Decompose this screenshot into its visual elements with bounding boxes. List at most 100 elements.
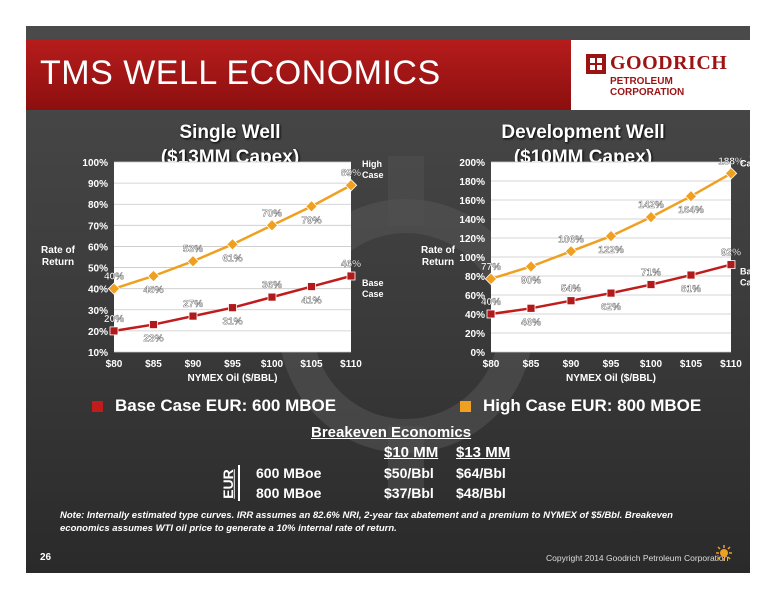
data-point-base-case (267, 292, 277, 302)
slide: TMS WELL ECONOMICS GOODRICH PETROLEUM CO… (26, 26, 750, 573)
legend-high-label: High Case EUR: 800 MBOE (483, 396, 702, 415)
data-label: 20% (104, 314, 124, 325)
chart2-svg: 0%20%40%60%80%100%120%140%160%180%200%$8… (421, 156, 750, 384)
y-tick-label: 80% (465, 272, 485, 283)
breakeven-row2-c2: $48/Bbl (456, 485, 506, 501)
y-tick-label: 60% (465, 291, 485, 302)
x-axis-label: NYMEX Oil ($/BBL) (187, 373, 277, 384)
data-label: 122% (598, 245, 624, 256)
data-point-base-case (606, 288, 616, 298)
breakeven-row1-c1: $50/Bbl (384, 465, 434, 481)
series-name-line1: High (740, 156, 750, 157)
data-label: 89% (341, 168, 361, 179)
eur-divider (238, 465, 240, 501)
data-label: 188% (718, 156, 744, 167)
data-point-high-case (644, 210, 658, 224)
data-label: 70% (262, 208, 282, 219)
breakeven-col1-header: $10 MM (384, 444, 439, 461)
page-title: TMS WELL ECONOMICS (40, 54, 441, 92)
data-label: 164% (678, 205, 704, 216)
data-point-base-case (726, 260, 736, 269)
data-label: 46% (521, 317, 541, 328)
breakeven-row1-label: 600 MBoe (256, 465, 322, 481)
breakeven-col2-header: $13 MM (456, 444, 511, 461)
data-label: 54% (561, 284, 581, 295)
legend-base-label: Base Case EUR: 600 MBOE (115, 396, 337, 415)
data-point-high-case (107, 282, 121, 295)
eur-label: EUR (219, 469, 236, 499)
data-point-base-case (149, 320, 158, 329)
data-label: 61% (222, 253, 242, 264)
y-tick-label: 180% (459, 177, 485, 188)
x-tick-label: $100 (261, 359, 284, 370)
x-tick-label: $85 (523, 359, 540, 370)
chart1-title-line1: Single Well (179, 122, 281, 143)
data-label: 90% (521, 276, 541, 287)
breakeven-row2-label: 800 MBoe (256, 485, 322, 501)
y-tick-label: 90% (88, 179, 108, 190)
sun-logo-icon (716, 545, 732, 561)
data-point-base-case (686, 270, 696, 280)
y-tick-label: 40% (88, 285, 108, 296)
y-tick-label: 10% (88, 348, 108, 359)
data-point-base-case (228, 303, 237, 313)
data-point-base-case (109, 326, 119, 336)
y-tick-label: 30% (88, 306, 108, 317)
data-label: 46% (341, 259, 361, 270)
data-label: 71% (641, 268, 661, 279)
title-bar: TMS WELL ECONOMICS (26, 40, 571, 110)
data-label: 92% (721, 248, 741, 259)
data-point-base-case (188, 311, 198, 321)
series-name-line1: Base (362, 278, 384, 288)
x-axis-label: NYMEX Oil ($/BBL) (566, 373, 656, 384)
data-point-high-case (186, 254, 200, 268)
data-label: 40% (104, 272, 124, 283)
x-tick-label: $85 (145, 359, 162, 370)
x-tick-label: $90 (563, 359, 580, 370)
y-tick-label: 120% (459, 234, 485, 245)
data-label: 62% (601, 302, 621, 313)
logo-subtext: PETROLEUM CORPORATION (610, 76, 685, 98)
data-label: 31% (222, 317, 242, 328)
x-tick-label: $105 (300, 359, 323, 370)
data-point-base-case (307, 282, 316, 291)
x-tick-label: $80 (106, 359, 123, 370)
breakeven-row2-c1: $37/Bbl (384, 485, 434, 501)
high-swatch-icon (460, 401, 471, 413)
y-tick-label: 60% (88, 242, 108, 253)
data-label: 27% (183, 299, 203, 310)
data-label: 53% (183, 244, 203, 255)
data-point-high-case (724, 167, 738, 180)
y-tick-label: 0% (471, 348, 486, 359)
base-swatch-icon (92, 401, 103, 413)
logo-text: GOODRICH (610, 52, 728, 74)
data-point-high-case (564, 245, 578, 258)
data-point-high-case (684, 189, 698, 203)
company-logo: GOODRICH PETROLEUM CORPORATION (586, 52, 746, 98)
data-label: 46% (143, 285, 163, 296)
x-tick-label: $105 (680, 359, 703, 370)
series-name-line2: Case (362, 289, 384, 299)
page-number: 26 (40, 552, 52, 563)
y-axis-label-line1: Rate of (421, 245, 456, 256)
data-point-base-case (526, 303, 536, 313)
x-tick-label: $100 (640, 359, 663, 370)
legend-base: Base Case EUR: 600 MBOE (92, 396, 336, 416)
x-tick-label: $90 (185, 359, 202, 370)
series-name-line2: Case (740, 278, 750, 288)
breakeven-title: Breakeven Economics (311, 424, 472, 441)
y-tick-label: 20% (88, 327, 108, 338)
y-tick-label: 50% (88, 264, 108, 275)
data-point-high-case (305, 200, 318, 213)
data-label: 79% (301, 215, 321, 226)
x-tick-label: $110 (720, 359, 742, 370)
chart2-title-line1: Development Well (501, 122, 665, 143)
data-point-base-case (346, 271, 356, 281)
series-name-line1: Base (740, 267, 750, 277)
y-tick-label: 100% (82, 158, 108, 169)
chart1-svg: 10%20%30%40%50%60%70%80%90%100%$80 $85 $90… (41, 158, 384, 384)
x-tick-label: $110 (340, 359, 362, 370)
y-tick-label: 160% (459, 196, 485, 207)
header: TMS WELL ECONOMICS GOODRICH PETROLEUM CO… (26, 40, 750, 110)
data-point-high-case (344, 178, 358, 192)
